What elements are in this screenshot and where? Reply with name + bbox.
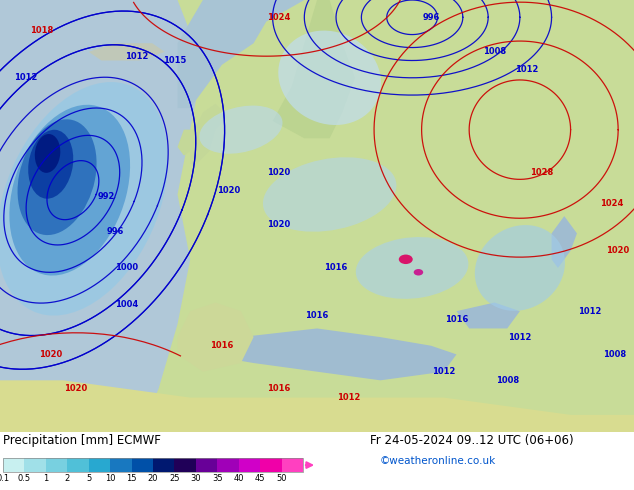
Polygon shape: [178, 302, 254, 372]
Text: 996: 996: [422, 13, 440, 22]
Text: 1016: 1016: [210, 341, 233, 350]
Text: 1008: 1008: [483, 48, 506, 56]
Bar: [239, 458, 260, 472]
Text: 1024: 1024: [268, 13, 290, 22]
Ellipse shape: [413, 269, 424, 275]
Polygon shape: [178, 130, 197, 156]
Text: 1020: 1020: [607, 246, 630, 255]
Ellipse shape: [10, 105, 130, 275]
Polygon shape: [178, 0, 304, 108]
Text: 1012: 1012: [432, 367, 455, 376]
Ellipse shape: [35, 134, 60, 173]
Ellipse shape: [356, 237, 469, 299]
Polygon shape: [190, 104, 228, 164]
Ellipse shape: [263, 157, 396, 232]
Text: 996: 996: [107, 227, 124, 236]
Text: 1012: 1012: [14, 74, 37, 82]
Bar: [89, 458, 110, 472]
Bar: [217, 458, 239, 472]
Text: 1: 1: [43, 474, 48, 483]
Bar: [3, 458, 303, 472]
Text: 1016: 1016: [445, 315, 468, 324]
Ellipse shape: [199, 105, 283, 154]
Ellipse shape: [28, 130, 74, 199]
Text: 1028: 1028: [531, 169, 553, 177]
Bar: [3, 458, 25, 472]
Ellipse shape: [278, 30, 381, 125]
Text: ©weatheronline.co.uk: ©weatheronline.co.uk: [380, 456, 496, 466]
Text: 1012: 1012: [125, 51, 148, 61]
Text: 25: 25: [169, 474, 179, 483]
Text: 1020: 1020: [217, 186, 240, 195]
Text: 0.1: 0.1: [0, 474, 10, 483]
Bar: [260, 458, 281, 472]
Text: 1012: 1012: [515, 65, 538, 74]
Text: 10: 10: [105, 474, 115, 483]
Ellipse shape: [475, 225, 565, 311]
Text: 1020: 1020: [268, 220, 290, 229]
Ellipse shape: [0, 82, 168, 316]
Ellipse shape: [399, 254, 413, 264]
Polygon shape: [0, 0, 203, 432]
Bar: [132, 458, 153, 472]
Text: 1000: 1000: [115, 264, 138, 272]
Bar: [281, 458, 303, 472]
Polygon shape: [552, 216, 577, 268]
Ellipse shape: [18, 119, 96, 235]
Text: 35: 35: [212, 474, 223, 483]
Text: 1012: 1012: [508, 333, 531, 342]
Text: 1020: 1020: [268, 169, 290, 177]
Bar: [153, 458, 174, 472]
Bar: [110, 458, 132, 472]
Text: 1020: 1020: [39, 350, 62, 359]
Text: 1024: 1024: [600, 198, 623, 208]
Text: 1008: 1008: [604, 350, 626, 359]
Text: 992: 992: [98, 192, 115, 201]
Bar: [196, 458, 217, 472]
Text: 1016: 1016: [268, 385, 290, 393]
Text: 5: 5: [86, 474, 91, 483]
Text: 15: 15: [126, 474, 137, 483]
Text: 2: 2: [65, 474, 70, 483]
Text: 1012: 1012: [578, 307, 601, 316]
Text: 50: 50: [276, 474, 287, 483]
Text: Precipitation [mm] ECMWF: Precipitation [mm] ECMWF: [3, 434, 161, 447]
Polygon shape: [89, 43, 165, 60]
Text: 1016: 1016: [306, 311, 328, 320]
Text: 20: 20: [148, 474, 158, 483]
Bar: [46, 458, 67, 472]
Bar: [67, 458, 89, 472]
Bar: [25, 458, 46, 472]
Text: 45: 45: [255, 474, 266, 483]
Text: 1012: 1012: [337, 393, 360, 402]
Text: Fr 24-05-2024 09..12 UTC (06+06): Fr 24-05-2024 09..12 UTC (06+06): [370, 434, 574, 447]
Text: 0.5: 0.5: [18, 474, 31, 483]
Polygon shape: [456, 302, 520, 328]
Text: 30: 30: [191, 474, 201, 483]
Polygon shape: [273, 0, 355, 138]
Text: 1020: 1020: [65, 385, 87, 393]
Polygon shape: [0, 380, 634, 432]
Text: 1018: 1018: [30, 26, 53, 35]
Text: 1008: 1008: [496, 376, 519, 385]
Bar: [174, 458, 196, 472]
Text: 1015: 1015: [163, 56, 186, 65]
Polygon shape: [203, 328, 456, 380]
Text: 1016: 1016: [325, 264, 347, 272]
Text: 40: 40: [233, 474, 244, 483]
Text: 1004: 1004: [115, 300, 138, 309]
